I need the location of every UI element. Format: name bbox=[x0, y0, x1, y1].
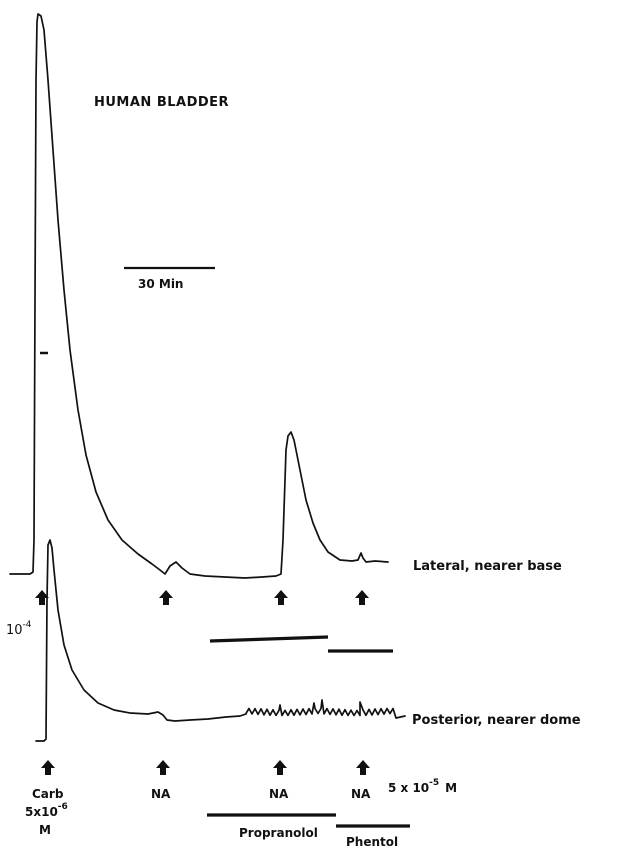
event-label-na: NA bbox=[151, 787, 171, 801]
trace-posterior bbox=[35, 539, 406, 742]
na-conc-exp: -5 bbox=[429, 778, 439, 788]
arrow-up-icon bbox=[41, 760, 55, 775]
trace-lateral bbox=[9, 13, 389, 579]
trace-label-lateral: Lateral, nearer base bbox=[413, 559, 562, 574]
arrow-up-icon bbox=[356, 760, 370, 775]
event-label-na: NA bbox=[269, 787, 289, 801]
side-mark: 10-4 bbox=[6, 620, 32, 638]
side-mark-exponent: -4 bbox=[23, 620, 32, 630]
event-label-na: NA bbox=[351, 787, 371, 801]
carb-conc-exp: -6 bbox=[58, 802, 68, 812]
na-concentration-label: 5 x 10-5 M bbox=[388, 778, 457, 795]
drug-label-propranolol: Propranolol bbox=[239, 826, 318, 840]
na-conc-unit: M bbox=[445, 781, 457, 795]
trace-label-posterior: Posterior, nearer dome bbox=[412, 713, 581, 728]
drug-label-phentol: Phentol bbox=[346, 835, 398, 849]
arrow-up-icon bbox=[274, 590, 288, 605]
arrow-up-icon bbox=[35, 590, 49, 605]
time-scale-label: 30 Min bbox=[138, 277, 183, 291]
event-label-carb-conc: 5x10-6 bbox=[25, 802, 68, 819]
chart-title: HUMAN BLADDER bbox=[94, 95, 229, 110]
arrow-up-icon bbox=[355, 590, 369, 605]
arrow-up-icon bbox=[156, 760, 170, 775]
carb-conc-base: 5x10 bbox=[25, 805, 58, 819]
arrow-up-icon bbox=[273, 760, 287, 775]
drug-bar-propranolol-upper bbox=[209, 635, 329, 643]
event-label-carb-unit: M bbox=[39, 823, 51, 837]
side-mark-base: 10 bbox=[6, 623, 23, 638]
arrow-up-icon bbox=[159, 590, 173, 605]
na-conc-base: 5 x 10 bbox=[388, 781, 429, 795]
event-label-carb: Carb bbox=[32, 787, 64, 801]
